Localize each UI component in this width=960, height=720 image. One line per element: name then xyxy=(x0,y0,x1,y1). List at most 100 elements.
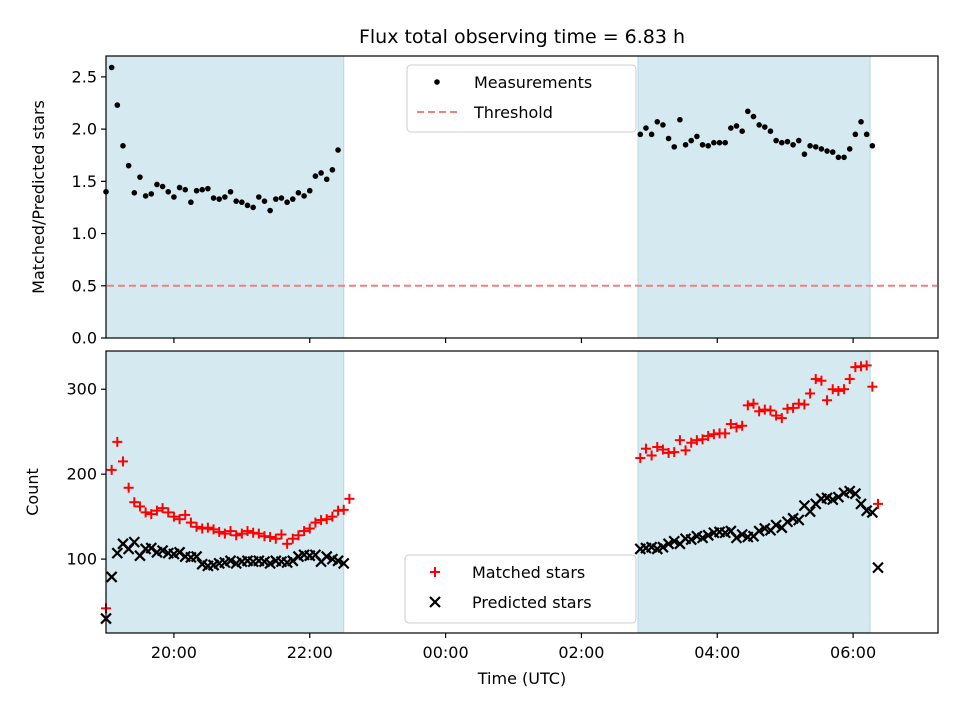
matched-star-point xyxy=(208,524,219,535)
matched-star-point xyxy=(827,384,838,395)
measurement-point xyxy=(722,139,728,146)
measurement-point xyxy=(790,141,796,148)
measurement-point xyxy=(694,133,700,140)
measurement-point xyxy=(250,204,256,211)
x-stroke-b xyxy=(156,544,169,557)
predicted-star-point xyxy=(685,533,698,546)
measurement-point xyxy=(745,108,751,115)
measurement-point xyxy=(688,137,695,144)
matched-star-point xyxy=(225,526,236,537)
y-axis-label: Count xyxy=(23,468,42,516)
y-tick-label: 2.5 xyxy=(72,67,97,86)
x-stroke-b xyxy=(241,555,254,567)
x-stroke-b xyxy=(196,558,208,570)
x-stroke-b xyxy=(645,541,658,553)
predicted-star-point xyxy=(105,571,118,583)
matched-star-point xyxy=(776,413,787,424)
measurement-point xyxy=(637,131,644,138)
predicted-star-point xyxy=(128,536,141,548)
matched-star-point xyxy=(236,528,247,539)
x-stroke-b xyxy=(326,553,339,565)
predicted-star-point xyxy=(190,550,203,563)
matched-star-point xyxy=(833,385,844,396)
matched-star-point xyxy=(344,493,355,504)
matched-star-point xyxy=(180,509,191,520)
x-tick-label: 20:00 xyxy=(151,643,197,662)
measurement-point xyxy=(654,119,661,125)
matched-star-point xyxy=(788,402,799,413)
measurement-point xyxy=(256,194,262,200)
measurement-point xyxy=(267,207,273,214)
x-stroke-b xyxy=(117,538,129,550)
measurement-point xyxy=(227,188,234,195)
x-stroke-b xyxy=(804,505,816,518)
x-stroke-b xyxy=(730,532,743,544)
legend: Measurements Threshold xyxy=(406,64,637,133)
matched-star-point xyxy=(293,530,304,541)
measurement-point xyxy=(711,139,717,146)
x-tick-label: 00:00 xyxy=(423,643,469,662)
predicted-star-point xyxy=(872,561,884,574)
measurement-point xyxy=(239,199,245,206)
matched-star-point xyxy=(321,514,332,525)
matched-star-point xyxy=(748,398,759,409)
matched-star-point xyxy=(697,434,708,445)
x-stroke-b xyxy=(657,541,669,553)
legend-label: Threshold xyxy=(473,103,553,122)
measurement-point xyxy=(818,146,825,152)
measurement-point xyxy=(171,194,177,200)
matched-star-point xyxy=(669,447,680,458)
matched-star-point xyxy=(771,410,782,421)
x-stroke-b xyxy=(275,555,288,568)
matched-star-point xyxy=(805,388,816,399)
matched-star-point xyxy=(652,441,663,452)
x-stroke-b xyxy=(128,536,141,548)
legend-dot-swatch xyxy=(434,79,440,85)
y-tick-label: 2.0 xyxy=(72,120,97,139)
x-tick-label: 22:00 xyxy=(287,643,333,662)
matched-star-point xyxy=(202,522,213,533)
x-stroke-b xyxy=(787,512,799,525)
measurement-point xyxy=(829,149,836,155)
legend-label: Predicted stars xyxy=(472,593,592,612)
x-tick-label: 02:00 xyxy=(558,643,604,662)
matched-star-point xyxy=(680,445,691,456)
x-stroke-b xyxy=(320,550,333,563)
predicted-star-point xyxy=(337,557,350,570)
plot-frame xyxy=(105,350,939,634)
predicted-star-point xyxy=(657,541,669,553)
x-stroke-b xyxy=(792,514,805,526)
measurement-point xyxy=(863,131,870,138)
x-stroke-b xyxy=(111,547,124,559)
matched-star-point xyxy=(151,505,162,516)
x-tick-label: 04:00 xyxy=(694,643,740,662)
measurement-point xyxy=(660,122,666,128)
observing-window xyxy=(638,351,871,633)
measurement-point xyxy=(176,184,183,191)
x-stroke-b xyxy=(872,561,884,574)
x-stroke-b xyxy=(224,555,237,567)
matched-star-point xyxy=(635,453,646,464)
measurement-point xyxy=(716,139,723,146)
x-stroke-b xyxy=(781,515,794,528)
x-stroke-b xyxy=(179,550,192,563)
matched-star-point xyxy=(810,374,821,385)
observing-window xyxy=(106,351,344,633)
measurement-point xyxy=(643,125,649,131)
matched-star-point xyxy=(310,517,321,528)
measurement-point xyxy=(278,195,285,201)
measurement-point xyxy=(329,167,336,173)
measurement-point xyxy=(807,143,813,149)
matched-star-point xyxy=(112,436,123,447)
matched-star-point xyxy=(270,533,281,544)
y-axis-label: Matched/Predicted stars xyxy=(29,100,48,294)
matched-star-point xyxy=(742,400,753,411)
x-stroke-b xyxy=(253,555,265,567)
measurement-point xyxy=(846,146,853,152)
predicted-star-point xyxy=(730,532,743,544)
matched-star-point xyxy=(299,526,310,537)
y-tick-label: 300 xyxy=(66,380,97,399)
matched-star-point xyxy=(725,419,736,430)
matched-star-point xyxy=(765,405,776,416)
y-tick-label: 1.0 xyxy=(72,224,97,243)
